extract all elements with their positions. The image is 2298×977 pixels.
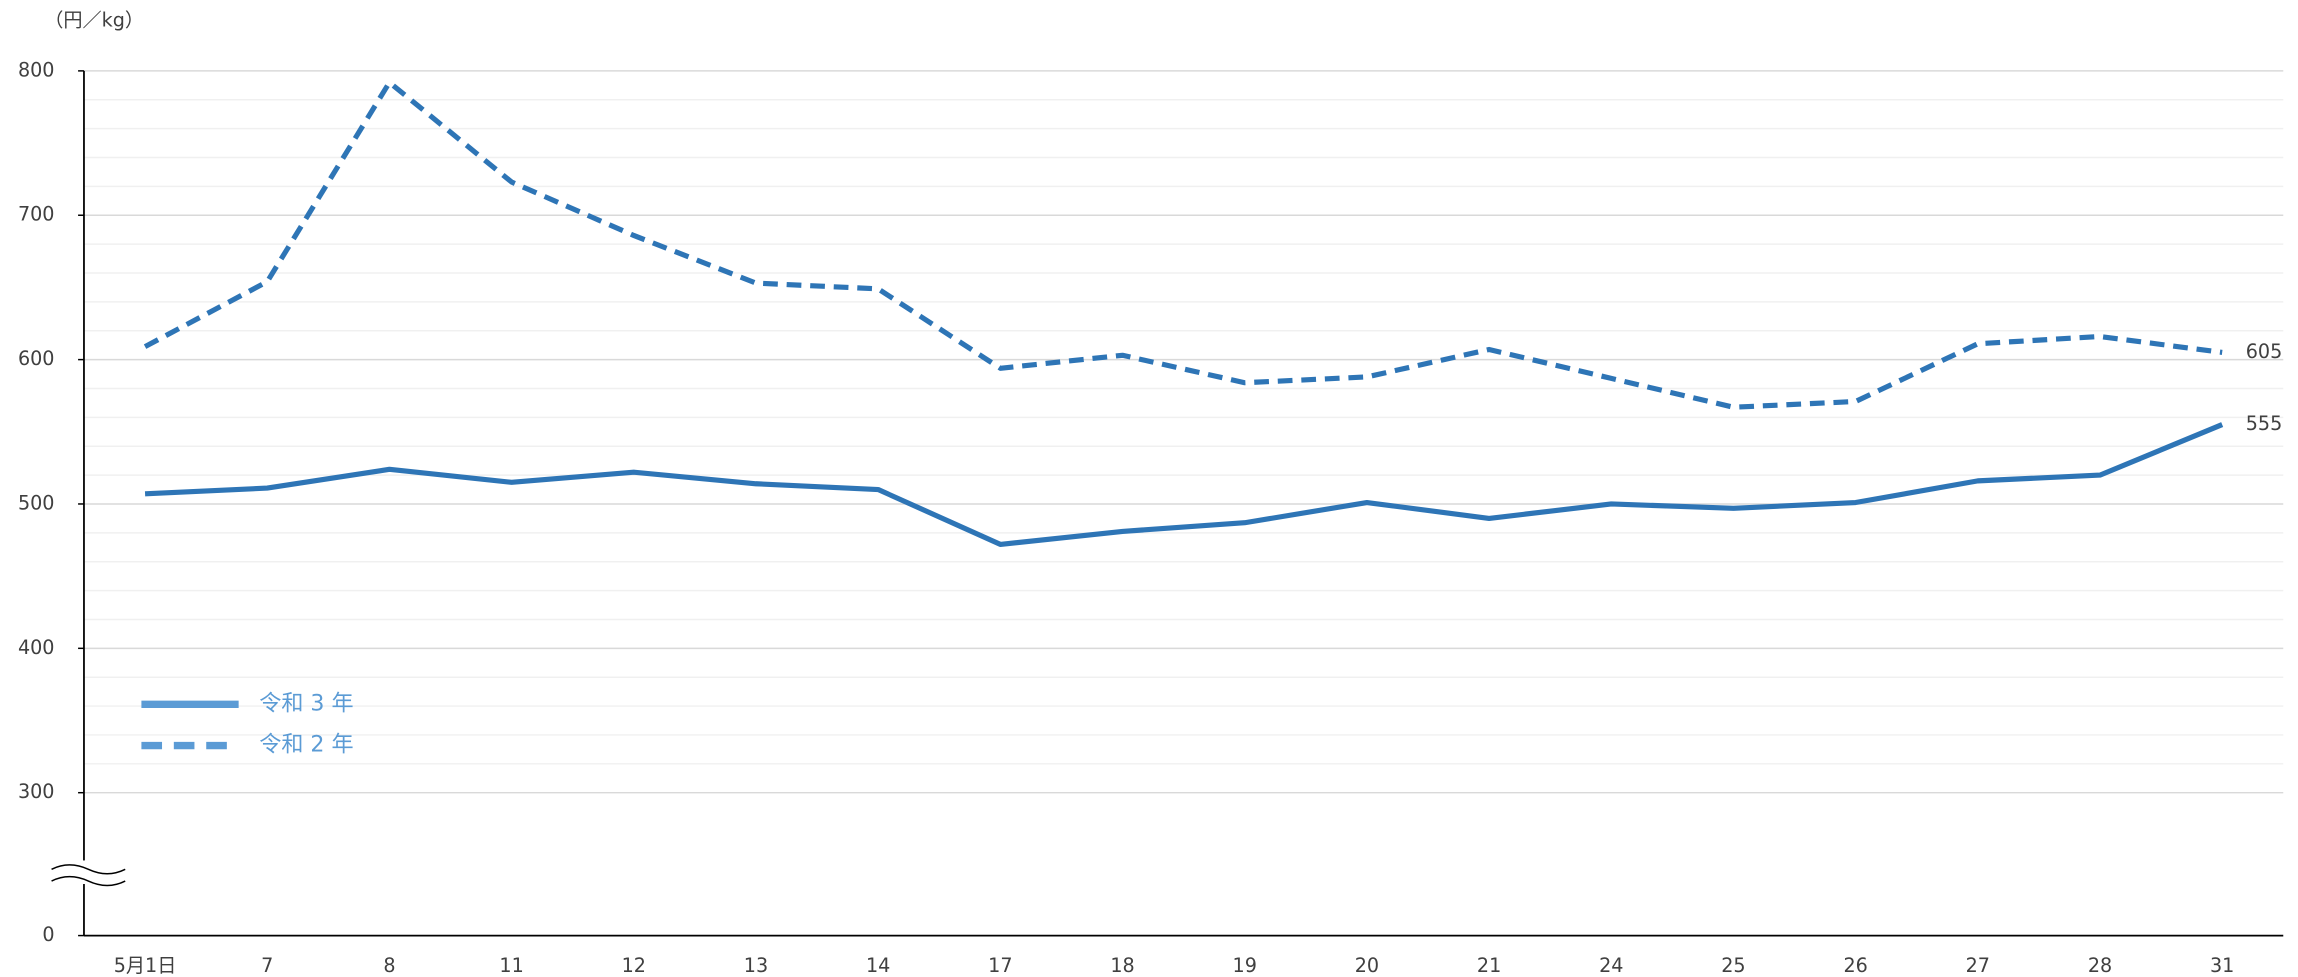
x-tick-label: 7 bbox=[261, 954, 273, 977]
x-tick-label: 25 bbox=[1721, 954, 1745, 977]
x-tick-label: 14 bbox=[866, 954, 890, 977]
y-axis-label: （円／kg） bbox=[44, 8, 144, 31]
line-series bbox=[143, 79, 2223, 410]
y-tick-label: 500 bbox=[18, 491, 55, 514]
y-tick-label: 400 bbox=[18, 636, 55, 659]
axis-break bbox=[51, 864, 126, 875]
x-tick-label: 18 bbox=[1110, 954, 1134, 977]
legend-box bbox=[132, 677, 864, 767]
x-tick-label: 8 bbox=[383, 954, 395, 977]
y-tick-label: 300 bbox=[18, 780, 55, 803]
legend-label: 令和 2 年 bbox=[259, 732, 353, 758]
axis-break-bg bbox=[50, 860, 130, 885]
x-tick-label: 28 bbox=[2088, 954, 2112, 977]
x-tick-label: 12 bbox=[622, 954, 646, 977]
line-series bbox=[144, 422, 2224, 547]
x-tick-label: 21 bbox=[1477, 954, 1501, 977]
x-tick-label: 24 bbox=[1599, 954, 1623, 977]
y-tick-label: 700 bbox=[18, 203, 55, 226]
axis-break bbox=[51, 875, 126, 887]
x-tick-label: 20 bbox=[1355, 954, 1379, 977]
x-tick-label: 31 bbox=[2210, 954, 2234, 977]
end-value-label: 605 bbox=[2246, 340, 2283, 363]
x-tick-label: 17 bbox=[988, 954, 1012, 977]
end-value-label: 555 bbox=[2246, 412, 2283, 435]
x-tick-label: 27 bbox=[1966, 954, 1990, 977]
y-tick-label: 0 bbox=[42, 923, 54, 946]
y-tick-label: 600 bbox=[18, 347, 55, 370]
x-tick-label: 26 bbox=[1843, 954, 1867, 977]
legend-label: 令和 3 年 bbox=[259, 690, 353, 716]
x-tick-label: 13 bbox=[744, 954, 768, 977]
y-tick-label: 800 bbox=[18, 58, 55, 81]
x-tick-label: 5月1日 bbox=[114, 954, 177, 977]
x-tick-label: 11 bbox=[499, 954, 523, 977]
x-tick-label: 19 bbox=[1233, 954, 1257, 977]
